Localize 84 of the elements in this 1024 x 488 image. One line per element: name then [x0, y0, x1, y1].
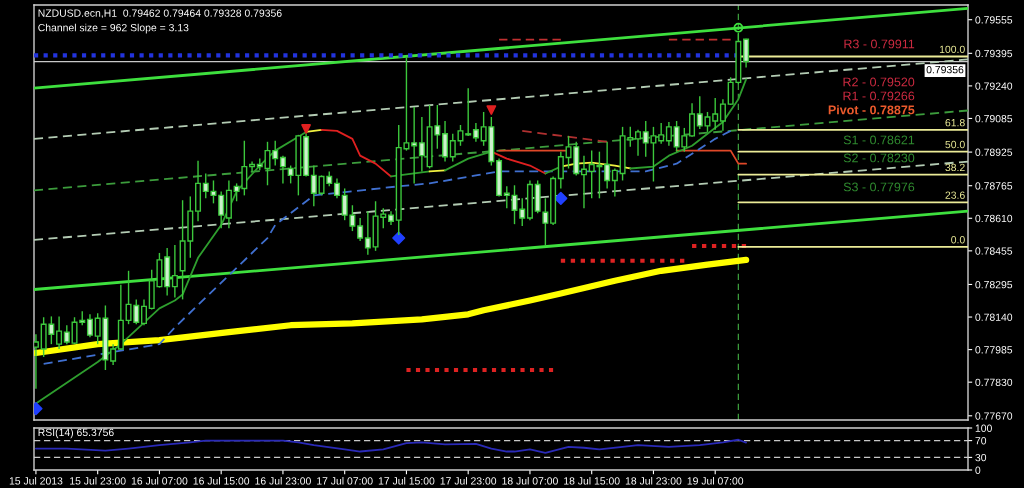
y-tick-label: 0.79555: [975, 16, 1013, 24]
annotation: R2 - 0.79520: [843, 77, 915, 87]
candlestick: [333, 177, 340, 200]
candlestick: [719, 98, 726, 132]
y-tick-label: 0.79395: [975, 49, 1013, 58]
series-label: 23.6: [945, 191, 965, 199]
chart-title: RSI(14) 65.3756: [38, 428, 114, 439]
y-tick-label: 100: [975, 424, 992, 432]
candlestick: [635, 129, 642, 157]
candlestick: [712, 97, 719, 131]
annotation: Pivot - 0.78875: [828, 105, 915, 115]
candlestick: [665, 121, 672, 147]
y-tick-label: 70: [975, 437, 987, 445]
point: [392, 231, 406, 245]
candlestick: [557, 150, 564, 190]
annotation: R3 - 0.79911: [844, 39, 915, 49]
candlestick: [310, 164, 317, 207]
x-tick-label: 17 Jul 15:00: [378, 476, 435, 485]
candlestick: [218, 190, 225, 229]
series-label: 0.0: [951, 236, 965, 244]
candlestick: [658, 122, 665, 145]
point: [733, 22, 744, 33]
y-tick-label: 0.78610: [975, 214, 1013, 223]
candlestick: [743, 38, 750, 69]
line-series: [629, 78, 747, 170]
y-tick-label: 0.77670: [975, 412, 1013, 420]
point: [486, 105, 497, 115]
y-tick-label: 0.78765: [975, 182, 1013, 190]
candlestick: [63, 324, 70, 345]
y-tick-label: 0.78140: [975, 313, 1013, 321]
text: Channel size = 962 Slope = 3.13: [38, 23, 189, 34]
y-tick-label: 0.78295: [975, 280, 1013, 289]
x-tick-label: 17 Jul 07:00: [317, 476, 373, 485]
candlestick: [472, 122, 479, 143]
candlestick: [689, 102, 696, 138]
line-series: [320, 128, 392, 178]
x-tick-label: 16 Jul 07:00: [131, 476, 188, 485]
line-series: [35, 438, 747, 454]
candlestick: [357, 217, 364, 242]
candlestick: [56, 315, 63, 350]
point: [554, 191, 568, 205]
candlestick: [442, 120, 449, 163]
x-tick-label: 19 Jul 07:00: [687, 476, 744, 485]
ref-line-label: 0.79356: [926, 65, 964, 74]
candlestick: [418, 116, 425, 173]
candlestick: [110, 343, 117, 366]
candlestick: [34, 333, 39, 390]
candlestick: [171, 244, 178, 299]
annotation: S1 - 0.78621: [843, 135, 915, 145]
candlestick: [411, 106, 418, 185]
x-tick-label: 18 Jul 15:00: [564, 476, 620, 485]
candlestick: [86, 313, 93, 338]
line-series: [42, 129, 732, 365]
x-tick-label: 15 Jul 23:00: [70, 476, 126, 485]
x-tick-label: 16 Jul 15:00: [193, 476, 250, 485]
y-tick-label: 0.77985: [975, 346, 1013, 354]
candlestick: [611, 167, 618, 198]
series-label: 61.8: [945, 118, 965, 127]
x-tick-label: 18 Jul 23:00: [625, 476, 682, 485]
candlestick: [140, 298, 148, 326]
annotation: R1 - 0.79266: [843, 91, 915, 101]
series-label: 38.2: [945, 163, 965, 172]
y-tick-label: 0.78455: [975, 247, 1013, 255]
candlestick: [465, 87, 472, 137]
candlestick: [580, 154, 587, 209]
y-tick-label: 0.77830: [975, 378, 1013, 387]
series-label: 50.0: [945, 140, 965, 149]
x-tick-label: 16 Jul 23:00: [255, 476, 311, 485]
x-tick-label: 15 Jul 2013: [9, 476, 63, 485]
y-tick-label: 30: [975, 453, 987, 462]
candlestick: [604, 141, 611, 190]
y-tick-label: 0: [975, 466, 981, 474]
candlestick: [364, 210, 371, 256]
x-tick-label: 18 Jul 07:00: [502, 476, 558, 485]
series-label: 100.0: [939, 45, 965, 54]
x-tick-label: 17 Jul 23:00: [440, 476, 497, 485]
candlestick: [279, 154, 286, 185]
annotation: S2 - 0.78230: [843, 153, 915, 163]
annotation: S3 - 0.77976: [843, 182, 915, 192]
y-tick-label: 0.78925: [975, 148, 1013, 156]
y-tick-label: 0.79240: [975, 82, 1013, 90]
y-tick-label: 0.79085: [975, 114, 1013, 123]
chart-title: NZDUSD.ecn,H1 0.79462 0.79464 0.79328 0.79356: [38, 9, 282, 19]
point: [301, 124, 311, 134]
